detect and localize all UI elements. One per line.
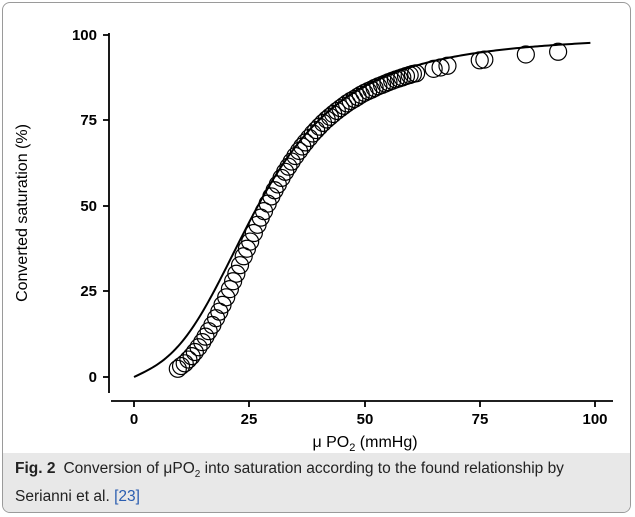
- fit-curve: [133, 41, 591, 378]
- plot-area: 0 25 50 75 100 0 25 50 75 100 Converted …: [14, 27, 613, 453]
- data-point: [307, 120, 326, 140]
- data-points: [168, 42, 568, 378]
- data-point: [168, 359, 187, 378]
- x-axis-title: μ PO2 (mmHg): [312, 434, 417, 453]
- data-point: [365, 78, 384, 98]
- figure-caption: Fig. 2 Conversion of μPO2 into saturation…: [3, 453, 630, 512]
- figure-panel: 0 25 50 75 100 0 25 50 75 100 Converted …: [2, 2, 631, 513]
- data-point: [438, 56, 457, 75]
- data-point: [279, 157, 298, 176]
- x-ticks: 0 25 50 75 100: [130, 401, 608, 428]
- y-tick-label: 0: [89, 369, 97, 386]
- data-point: [189, 338, 208, 357]
- caption-label: Fig. 2: [15, 460, 56, 477]
- data-point: [196, 327, 215, 346]
- data-point: [424, 59, 443, 78]
- data-point: [185, 342, 204, 362]
- data-point: [244, 223, 263, 243]
- data-point: [475, 50, 494, 69]
- y-tick-label: 25: [80, 283, 97, 300]
- data-point: [217, 288, 236, 307]
- y-tick-label: 75: [80, 112, 97, 129]
- data-point: [175, 354, 194, 373]
- data-point: [241, 232, 260, 251]
- caption-text-part2: into saturation according to the found r…: [15, 460, 564, 506]
- data-point: [334, 96, 353, 115]
- caption-text-part1: Conversion of μPO: [63, 460, 195, 477]
- data-point: [171, 356, 191, 376]
- data-point: [286, 146, 305, 166]
- x-tick-label: 75: [472, 411, 489, 428]
- chart: 0 25 50 75 100 0 25 50 75 100 Converted …: [14, 27, 613, 453]
- x-axis-title-tail: (mmHg): [355, 434, 417, 451]
- data-point: [407, 64, 426, 83]
- data-point: [431, 58, 450, 77]
- y-axis-title: Converted saturation (%): [14, 124, 31, 302]
- x-tick-label: 100: [582, 411, 607, 428]
- data-point: [272, 168, 291, 188]
- data-point: [345, 89, 364, 109]
- data-point: [310, 117, 329, 136]
- data-point: [331, 99, 350, 118]
- data-point: [276, 162, 295, 181]
- x-axis-title-sub: 2: [349, 442, 355, 453]
- data-point: [282, 152, 301, 171]
- data-point: [303, 124, 322, 143]
- data-point: [206, 309, 226, 328]
- data-point: [549, 42, 568, 61]
- y-tick-label: 100: [72, 27, 97, 44]
- data-point: [193, 333, 212, 352]
- data-point: [220, 280, 239, 299]
- data-point: [327, 101, 346, 121]
- x-tick-label: 0: [130, 411, 138, 428]
- data-point: [516, 45, 535, 64]
- data-point: [265, 181, 284, 200]
- data-point: [224, 272, 243, 291]
- x-tick-label: 50: [357, 411, 374, 428]
- x-tick-label: 25: [241, 411, 258, 428]
- y-ticks: 0 25 50 75 100: [72, 27, 109, 386]
- y-tick-label: 50: [80, 198, 97, 215]
- x-axis-title-main: μ PO: [312, 434, 349, 451]
- data-point: [179, 350, 198, 369]
- data-point: [227, 264, 246, 283]
- caption-subscript: 2: [194, 469, 201, 481]
- data-point: [230, 256, 250, 275]
- caption-reference-link[interactable]: [23]: [114, 488, 140, 506]
